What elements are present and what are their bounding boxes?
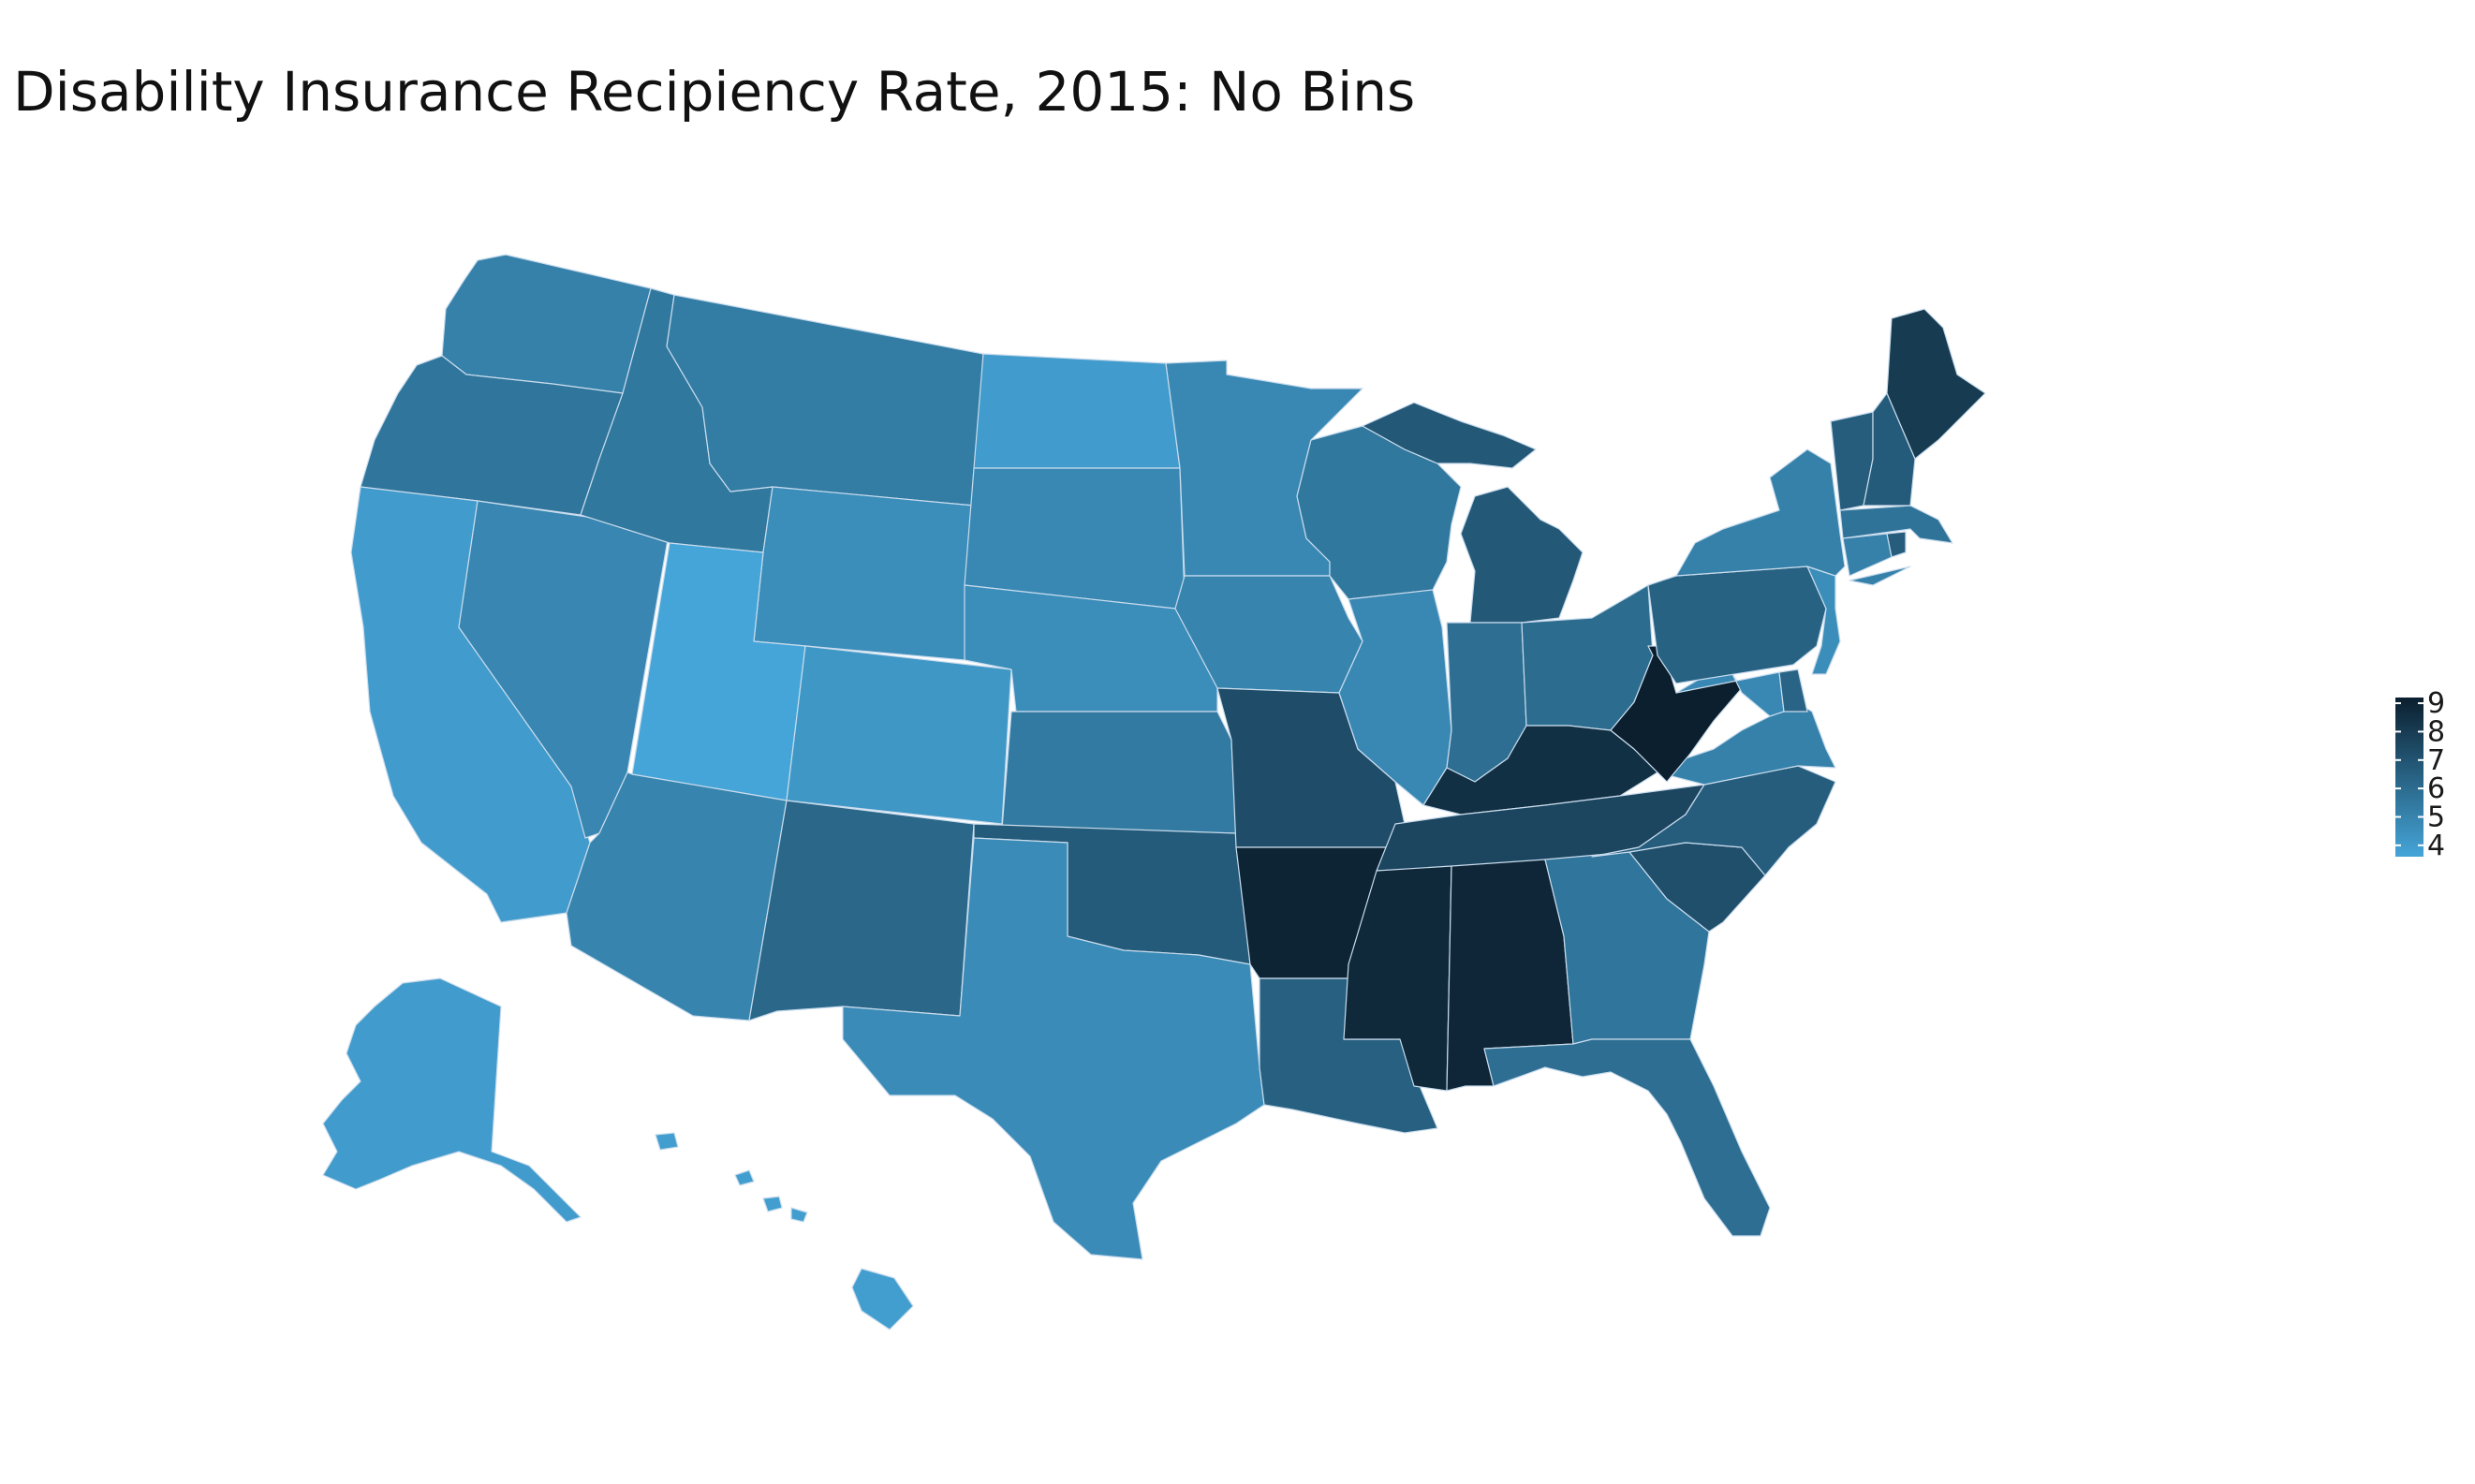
state-MI[interactable] — [1362, 402, 1584, 624]
legend-colorbar — [2395, 698, 2423, 857]
legend-tick-label: 5 — [2427, 801, 2445, 834]
state-FL[interactable] — [1483, 1038, 1771, 1237]
legend-tick-label: 6 — [2427, 772, 2445, 805]
legend-tick-label: 4 — [2427, 830, 2445, 862]
state-PA[interactable] — [1647, 566, 1827, 684]
state-SD[interactable] — [964, 467, 1186, 610]
legend-tick-label: 7 — [2427, 744, 2445, 777]
state-WA[interactable] — [441, 254, 652, 394]
state-WY[interactable] — [753, 486, 975, 661]
state-TX[interactable] — [842, 837, 1265, 1260]
legend-tick-label: 9 — [2427, 690, 2445, 720]
state-NV[interactable] — [458, 500, 670, 839]
state-NM[interactable] — [748, 800, 975, 1021]
state-CT[interactable] — [1842, 533, 1893, 577]
state-ND[interactable] — [973, 353, 1181, 469]
state-KS[interactable] — [1001, 711, 1237, 834]
state-NJ[interactable] — [1806, 566, 1841, 675]
state-AK[interactable] — [322, 977, 582, 1223]
state-HI[interactable] — [655, 1132, 914, 1330]
state-NY[interactable] — [1675, 448, 1911, 586]
state-CO[interactable] — [786, 645, 1012, 825]
state-RI[interactable] — [1886, 531, 1907, 558]
state-NC[interactable] — [1591, 765, 1836, 876]
legend-tick-label: 8 — [2427, 715, 2445, 748]
map-title: Disability Insurance Recipiency Rate, 20… — [13, 60, 1416, 124]
state-DE[interactable] — [1778, 669, 1808, 713]
state-ME[interactable] — [1886, 308, 1986, 460]
